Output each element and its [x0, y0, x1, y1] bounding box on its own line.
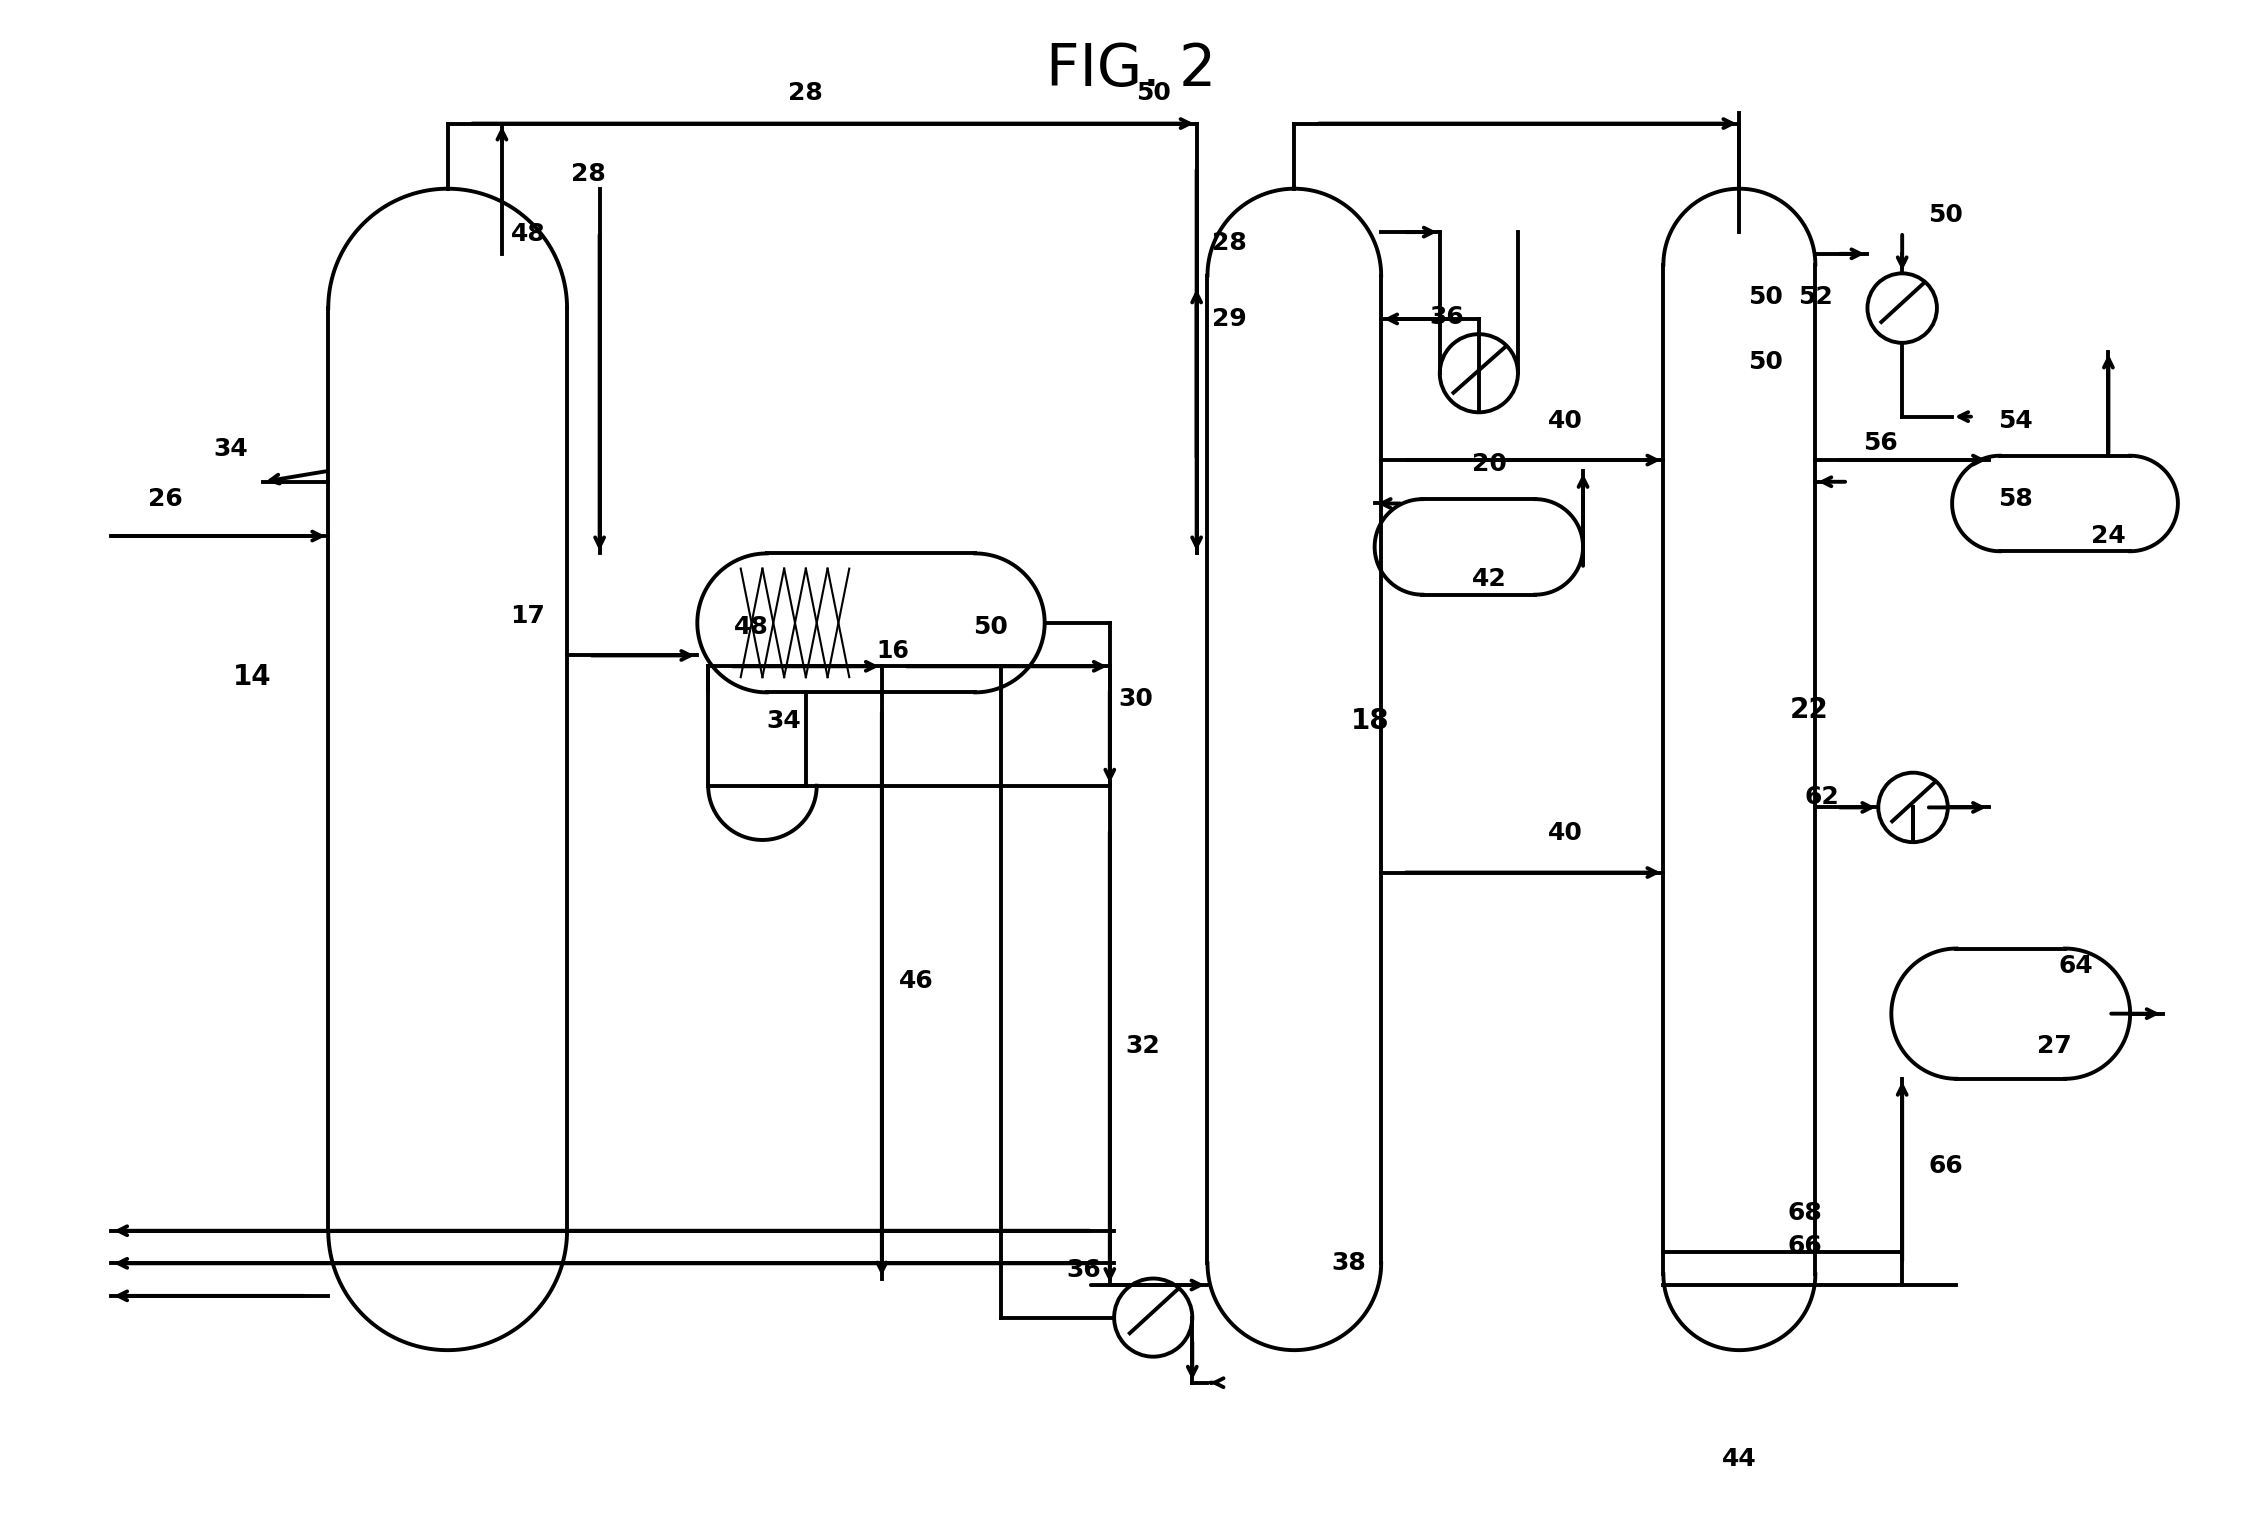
- Text: 50: 50: [1136, 81, 1170, 105]
- Text: 34: 34: [213, 437, 249, 461]
- Text: 56: 56: [1862, 431, 1899, 455]
- Text: 36: 36: [1428, 304, 1464, 329]
- Text: 28: 28: [1211, 231, 1247, 255]
- Text: FIG. 2: FIG. 2: [1046, 41, 1217, 98]
- Text: 68: 68: [1788, 1201, 1822, 1225]
- Text: 26: 26: [147, 487, 183, 512]
- Text: 30: 30: [1118, 688, 1154, 711]
- Text: 66: 66: [1788, 1235, 1822, 1258]
- Text: 50: 50: [1928, 203, 1962, 226]
- Text: 20: 20: [1473, 452, 1507, 477]
- Text: 38: 38: [1331, 1251, 1367, 1276]
- Text: 14: 14: [233, 663, 272, 691]
- Text: 50: 50: [973, 616, 1007, 639]
- Text: 28: 28: [788, 81, 824, 105]
- Text: 27: 27: [2037, 1034, 2071, 1059]
- Text: 50: 50: [1747, 350, 1783, 374]
- Text: 40: 40: [1548, 822, 1584, 845]
- Text: 64: 64: [2059, 953, 2093, 978]
- Text: 66: 66: [1928, 1154, 1962, 1178]
- Text: 42: 42: [1473, 567, 1507, 591]
- Text: 17: 17: [511, 605, 545, 628]
- Text: 52: 52: [1799, 286, 1833, 309]
- Text: 29: 29: [1211, 307, 1247, 332]
- Text: 32: 32: [1125, 1034, 1159, 1059]
- Text: 48: 48: [511, 222, 545, 246]
- Text: 40: 40: [1548, 410, 1584, 432]
- Text: 58: 58: [1998, 487, 2032, 512]
- Text: 48: 48: [733, 616, 769, 639]
- Text: 28: 28: [570, 162, 606, 185]
- Text: 46: 46: [898, 969, 935, 993]
- Text: 54: 54: [1998, 410, 2032, 432]
- Text: 16: 16: [876, 639, 910, 663]
- Text: 22: 22: [1790, 695, 1829, 724]
- Text: 50: 50: [1747, 286, 1783, 309]
- Text: 62: 62: [1804, 784, 1840, 808]
- Text: 36: 36: [1066, 1258, 1102, 1282]
- Text: 34: 34: [767, 709, 801, 732]
- Text: 44: 44: [1722, 1447, 1756, 1471]
- Text: 24: 24: [2091, 524, 2125, 549]
- Text: 18: 18: [1351, 706, 1389, 735]
